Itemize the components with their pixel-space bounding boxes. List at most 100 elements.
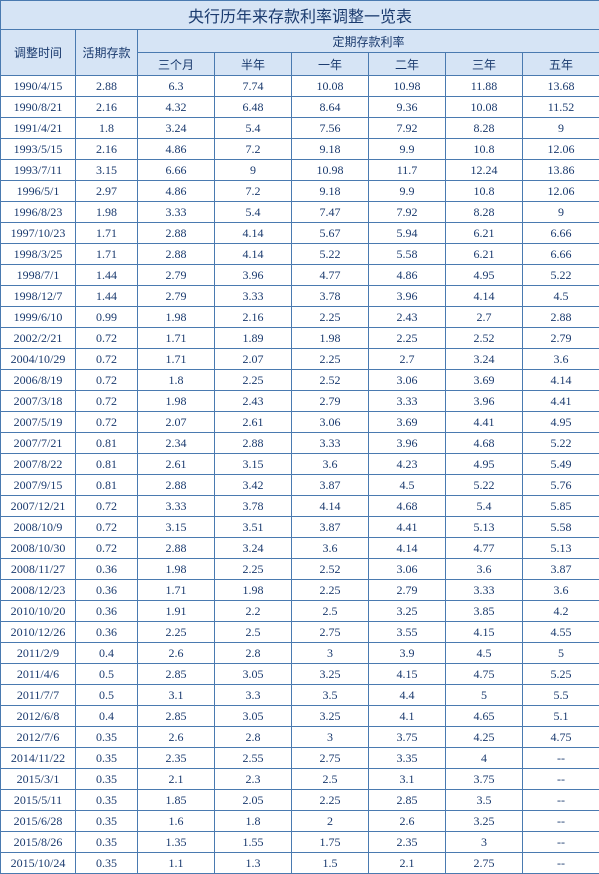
cell-rate: 3.42 xyxy=(215,475,292,496)
cell-rate: 2.35 xyxy=(138,748,215,769)
table-row: 2010/10/200.361.912.22.53.253.854.2 xyxy=(1,601,599,622)
cell-rate: 1.1 xyxy=(138,853,215,874)
cell-rate: 3 xyxy=(446,832,523,853)
cell-rate: 3.3 xyxy=(215,685,292,706)
cell-rate: 2.43 xyxy=(369,307,446,328)
cell-rate: 1.8 xyxy=(138,370,215,391)
cell-rate: 7.56 xyxy=(292,118,369,139)
cell-rate: 5.58 xyxy=(523,517,599,538)
cell-rate: 3.6 xyxy=(446,559,523,580)
cell-rate: 2.2 xyxy=(215,601,292,622)
cell-rate: 2.8 xyxy=(215,643,292,664)
cell-date: 2011/7/7 xyxy=(1,685,76,706)
cell-date: 2015/3/1 xyxy=(1,769,76,790)
cell-rate: 5.49 xyxy=(523,454,599,475)
cell-demand: 0.5 xyxy=(76,685,138,706)
cell-rate: -- xyxy=(523,853,599,874)
cell-rate: 9.36 xyxy=(369,97,446,118)
cell-rate: 3.24 xyxy=(138,118,215,139)
cell-rate: 2.25 xyxy=(215,370,292,391)
cell-demand: 0.35 xyxy=(76,811,138,832)
cell-rate: 4.15 xyxy=(369,664,446,685)
cell-rate: 9.18 xyxy=(292,139,369,160)
table-row: 2015/10/240.351.11.31.52.12.75-- xyxy=(1,853,599,874)
cell-rate: 1.35 xyxy=(138,832,215,853)
cell-date: 2007/3/18 xyxy=(1,391,76,412)
cell-rate: 9.9 xyxy=(369,139,446,160)
cell-demand: 0.35 xyxy=(76,748,138,769)
cell-rate: 4.1 xyxy=(369,706,446,727)
cell-rate: 3.06 xyxy=(292,412,369,433)
cell-date: 1998/3/25 xyxy=(1,244,76,265)
cell-date: 2015/6/28 xyxy=(1,811,76,832)
cell-rate: 5 xyxy=(523,643,599,664)
cell-date: 1998/12/7 xyxy=(1,286,76,307)
cell-rate: 10.08 xyxy=(292,76,369,97)
cell-date: 2015/8/26 xyxy=(1,832,76,853)
cell-rate: 4.41 xyxy=(369,517,446,538)
cell-rate: 2.3 xyxy=(215,769,292,790)
cell-rate: 5 xyxy=(446,685,523,706)
table-row: 2008/12/230.361.711.982.252.793.333.6 xyxy=(1,580,599,601)
cell-date: 2007/8/22 xyxy=(1,454,76,475)
cell-rate: 3.25 xyxy=(292,664,369,685)
cell-rate: 2.6 xyxy=(369,811,446,832)
table-row: 1998/12/71.442.793.333.783.964.144.5 xyxy=(1,286,599,307)
cell-rate: 3.06 xyxy=(369,559,446,580)
table-row: 1990/4/152.886.37.7410.0810.9811.8813.68 xyxy=(1,76,599,97)
cell-rate: 2.05 xyxy=(215,790,292,811)
cell-rate: 3.75 xyxy=(446,769,523,790)
cell-rate: 2.25 xyxy=(292,580,369,601)
header-period-5y: 五年 xyxy=(523,53,599,76)
table-row: 2007/5/190.722.072.613.063.694.414.95 xyxy=(1,412,599,433)
cell-rate: 9.9 xyxy=(369,181,446,202)
table-row: 2015/6/280.351.61.822.63.25-- xyxy=(1,811,599,832)
cell-rate: 2.43 xyxy=(215,391,292,412)
cell-rate: 9 xyxy=(523,202,599,223)
cell-rate: 5.94 xyxy=(369,223,446,244)
cell-rate: 7.74 xyxy=(215,76,292,97)
cell-rate: 3.24 xyxy=(215,538,292,559)
cell-rate: 2.25 xyxy=(369,328,446,349)
cell-rate: 1.98 xyxy=(215,580,292,601)
cell-rate: 2.1 xyxy=(138,769,215,790)
cell-demand: 0.72 xyxy=(76,412,138,433)
cell-demand: 0.35 xyxy=(76,832,138,853)
cell-rate: 3.96 xyxy=(446,391,523,412)
cell-date: 1993/5/15 xyxy=(1,139,76,160)
cell-rate: 4.4 xyxy=(369,685,446,706)
cell-rate: 1.85 xyxy=(138,790,215,811)
cell-rate: 4.65 xyxy=(446,706,523,727)
cell-date: 1990/4/15 xyxy=(1,76,76,97)
cell-demand: 1.71 xyxy=(76,244,138,265)
cell-demand: 0.35 xyxy=(76,853,138,874)
cell-rate: 10.8 xyxy=(446,181,523,202)
cell-rate: 4.14 xyxy=(215,244,292,265)
cell-rate: 4.14 xyxy=(523,370,599,391)
cell-date: 2002/2/21 xyxy=(1,328,76,349)
cell-date: 1999/6/10 xyxy=(1,307,76,328)
cell-rate: 1.55 xyxy=(215,832,292,853)
cell-rate: 3.5 xyxy=(446,790,523,811)
cell-rate: 1.71 xyxy=(138,328,215,349)
cell-rate: 1.6 xyxy=(138,811,215,832)
cell-demand: 0.72 xyxy=(76,517,138,538)
table-row: 1996/8/231.983.335.47.477.928.289 xyxy=(1,202,599,223)
table-row: 1997/10/231.712.884.145.675.946.216.66 xyxy=(1,223,599,244)
cell-rate: 4.5 xyxy=(523,286,599,307)
cell-rate: 7.92 xyxy=(369,202,446,223)
cell-rate: 3.6 xyxy=(292,538,369,559)
cell-rate: -- xyxy=(523,790,599,811)
table-row: 2015/5/110.351.852.052.252.853.5-- xyxy=(1,790,599,811)
cell-demand: 1.8 xyxy=(76,118,138,139)
table-row: 2002/2/210.721.711.891.982.252.522.79 xyxy=(1,328,599,349)
cell-rate: 2.5 xyxy=(292,769,369,790)
cell-rate: 3.75 xyxy=(369,727,446,748)
cell-rate: 5.22 xyxy=(523,433,599,454)
cell-rate: 4 xyxy=(446,748,523,769)
cell-demand: 2.16 xyxy=(76,139,138,160)
header-period-2y: 二年 xyxy=(369,53,446,76)
cell-rate: 4.68 xyxy=(446,433,523,454)
cell-rate: 2.7 xyxy=(369,349,446,370)
cell-demand: 0.36 xyxy=(76,601,138,622)
